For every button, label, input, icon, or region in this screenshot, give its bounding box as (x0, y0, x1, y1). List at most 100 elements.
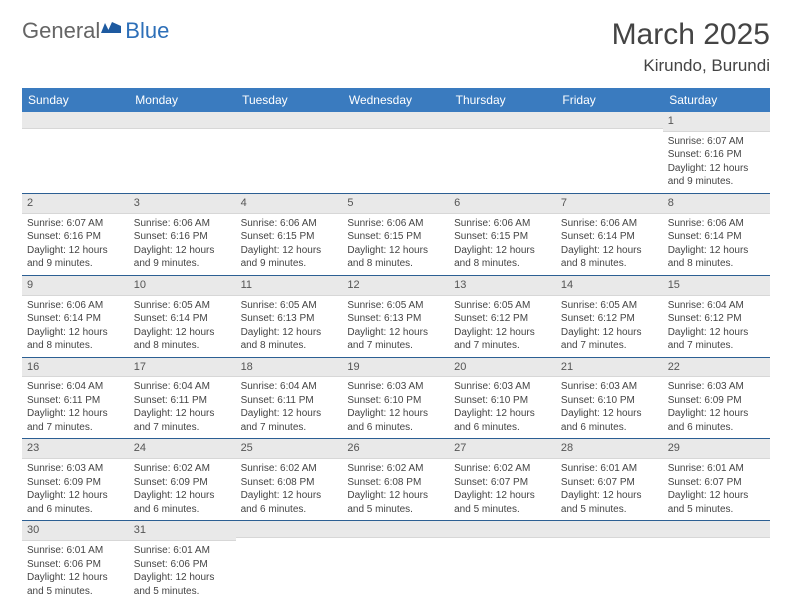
sunrise-text: Sunrise: 6:01 AM (561, 462, 658, 476)
daylight-text: Daylight: 12 hours and 7 minutes. (668, 326, 765, 353)
day-number (342, 521, 449, 538)
cell-body: Sunrise: 6:07 AMSunset: 6:16 PMDaylight:… (22, 214, 129, 275)
calendar-cell (556, 521, 663, 602)
day-header: Wednesday (342, 88, 449, 112)
calendar-cell: 17Sunrise: 6:04 AMSunset: 6:11 PMDayligh… (129, 357, 236, 439)
daylight-text: Daylight: 12 hours and 6 minutes. (241, 489, 338, 516)
sunrise-text: Sunrise: 6:06 AM (347, 217, 444, 231)
cell-body: Sunrise: 6:06 AMSunset: 6:14 PMDaylight:… (556, 214, 663, 275)
cell-body: Sunrise: 6:02 AMSunset: 6:08 PMDaylight:… (236, 459, 343, 520)
cell-body: Sunrise: 6:06 AMSunset: 6:15 PMDaylight:… (342, 214, 449, 275)
day-number: 31 (129, 521, 236, 541)
calendar-cell: 26Sunrise: 6:02 AMSunset: 6:08 PMDayligh… (342, 439, 449, 521)
sunset-text: Sunset: 6:14 PM (668, 230, 765, 244)
sunrise-text: Sunrise: 6:02 AM (347, 462, 444, 476)
daylight-text: Daylight: 12 hours and 5 minutes. (27, 571, 124, 598)
sunrise-text: Sunrise: 6:04 AM (668, 299, 765, 313)
day-number: 29 (663, 439, 770, 459)
cell-body: Sunrise: 6:03 AMSunset: 6:10 PMDaylight:… (342, 377, 449, 438)
calendar-cell: 24Sunrise: 6:02 AMSunset: 6:09 PMDayligh… (129, 439, 236, 521)
calendar-cell: 19Sunrise: 6:03 AMSunset: 6:10 PMDayligh… (342, 357, 449, 439)
day-header: Tuesday (236, 88, 343, 112)
cell-body: Sunrise: 6:04 AMSunset: 6:11 PMDaylight:… (236, 377, 343, 438)
sunset-text: Sunset: 6:11 PM (241, 394, 338, 408)
daylight-text: Daylight: 12 hours and 7 minutes. (561, 326, 658, 353)
daylight-text: Daylight: 12 hours and 8 minutes. (241, 326, 338, 353)
day-number: 7 (556, 194, 663, 214)
calendar-cell (556, 112, 663, 193)
sunset-text: Sunset: 6:06 PM (134, 558, 231, 572)
daylight-text: Daylight: 12 hours and 5 minutes. (134, 571, 231, 598)
calendar-cell: 22Sunrise: 6:03 AMSunset: 6:09 PMDayligh… (663, 357, 770, 439)
sunrise-text: Sunrise: 6:07 AM (27, 217, 124, 231)
sunset-text: Sunset: 6:14 PM (561, 230, 658, 244)
day-number (449, 521, 556, 538)
daylight-text: Daylight: 12 hours and 9 minutes. (134, 244, 231, 271)
day-number (22, 112, 129, 129)
sunrise-text: Sunrise: 6:01 AM (27, 544, 124, 558)
daylight-text: Daylight: 12 hours and 6 minutes. (347, 407, 444, 434)
day-number: 11 (236, 276, 343, 296)
daylight-text: Daylight: 12 hours and 5 minutes. (668, 489, 765, 516)
daylight-text: Daylight: 12 hours and 6 minutes. (454, 407, 551, 434)
day-number (236, 521, 343, 538)
calendar-cell: 5Sunrise: 6:06 AMSunset: 6:15 PMDaylight… (342, 193, 449, 275)
daylight-text: Daylight: 12 hours and 5 minutes. (561, 489, 658, 516)
calendar-row: 1Sunrise: 6:07 AMSunset: 6:16 PMDaylight… (22, 112, 770, 193)
calendar-cell: 6Sunrise: 6:06 AMSunset: 6:15 PMDaylight… (449, 193, 556, 275)
daylight-text: Daylight: 12 hours and 8 minutes. (561, 244, 658, 271)
cell-body: Sunrise: 6:01 AMSunset: 6:06 PMDaylight:… (129, 541, 236, 602)
daylight-text: Daylight: 12 hours and 8 minutes. (347, 244, 444, 271)
daylight-text: Daylight: 12 hours and 9 minutes. (668, 162, 765, 189)
calendar-cell: 30Sunrise: 6:01 AMSunset: 6:06 PMDayligh… (22, 521, 129, 602)
day-number: 23 (22, 439, 129, 459)
day-number: 8 (663, 194, 770, 214)
calendar-row: 23Sunrise: 6:03 AMSunset: 6:09 PMDayligh… (22, 439, 770, 521)
day-header: Friday (556, 88, 663, 112)
day-number: 28 (556, 439, 663, 459)
cell-body: Sunrise: 6:02 AMSunset: 6:08 PMDaylight:… (342, 459, 449, 520)
sunset-text: Sunset: 6:09 PM (27, 476, 124, 490)
daylight-text: Daylight: 12 hours and 9 minutes. (27, 244, 124, 271)
calendar-cell (449, 112, 556, 193)
daylight-text: Daylight: 12 hours and 7 minutes. (27, 407, 124, 434)
cell-body: Sunrise: 6:03 AMSunset: 6:09 PMDaylight:… (22, 459, 129, 520)
calendar-cell (236, 112, 343, 193)
sunset-text: Sunset: 6:16 PM (134, 230, 231, 244)
sunset-text: Sunset: 6:08 PM (347, 476, 444, 490)
calendar-cell: 11Sunrise: 6:05 AMSunset: 6:13 PMDayligh… (236, 275, 343, 357)
day-number: 21 (556, 358, 663, 378)
header: General Blue March 2025 Kirundo, Burundi (22, 18, 770, 76)
calendar-cell (22, 112, 129, 193)
cell-body: Sunrise: 6:01 AMSunset: 6:07 PMDaylight:… (663, 459, 770, 520)
day-number: 20 (449, 358, 556, 378)
sunset-text: Sunset: 6:16 PM (668, 148, 765, 162)
day-number: 9 (22, 276, 129, 296)
day-number: 22 (663, 358, 770, 378)
calendar-row: 30Sunrise: 6:01 AMSunset: 6:06 PMDayligh… (22, 521, 770, 602)
day-number: 30 (22, 521, 129, 541)
calendar-cell (129, 112, 236, 193)
cell-body: Sunrise: 6:06 AMSunset: 6:15 PMDaylight:… (236, 214, 343, 275)
cell-body: Sunrise: 6:04 AMSunset: 6:12 PMDaylight:… (663, 296, 770, 357)
sunrise-text: Sunrise: 6:06 AM (241, 217, 338, 231)
calendar-cell: 28Sunrise: 6:01 AMSunset: 6:07 PMDayligh… (556, 439, 663, 521)
day-number: 19 (342, 358, 449, 378)
day-number: 12 (342, 276, 449, 296)
sunset-text: Sunset: 6:15 PM (241, 230, 338, 244)
day-number: 18 (236, 358, 343, 378)
calendar-cell: 7Sunrise: 6:06 AMSunset: 6:14 PMDaylight… (556, 193, 663, 275)
cell-body: Sunrise: 6:05 AMSunset: 6:14 PMDaylight:… (129, 296, 236, 357)
sunrise-text: Sunrise: 6:07 AM (668, 135, 765, 149)
day-number: 2 (22, 194, 129, 214)
cell-body: Sunrise: 6:02 AMSunset: 6:09 PMDaylight:… (129, 459, 236, 520)
day-header: Sunday (22, 88, 129, 112)
day-number: 3 (129, 194, 236, 214)
sunset-text: Sunset: 6:11 PM (27, 394, 124, 408)
day-number: 4 (236, 194, 343, 214)
logo: General Blue (22, 18, 169, 44)
sunrise-text: Sunrise: 6:06 AM (134, 217, 231, 231)
calendar-row: 9Sunrise: 6:06 AMSunset: 6:14 PMDaylight… (22, 275, 770, 357)
sunset-text: Sunset: 6:14 PM (27, 312, 124, 326)
day-header: Thursday (449, 88, 556, 112)
